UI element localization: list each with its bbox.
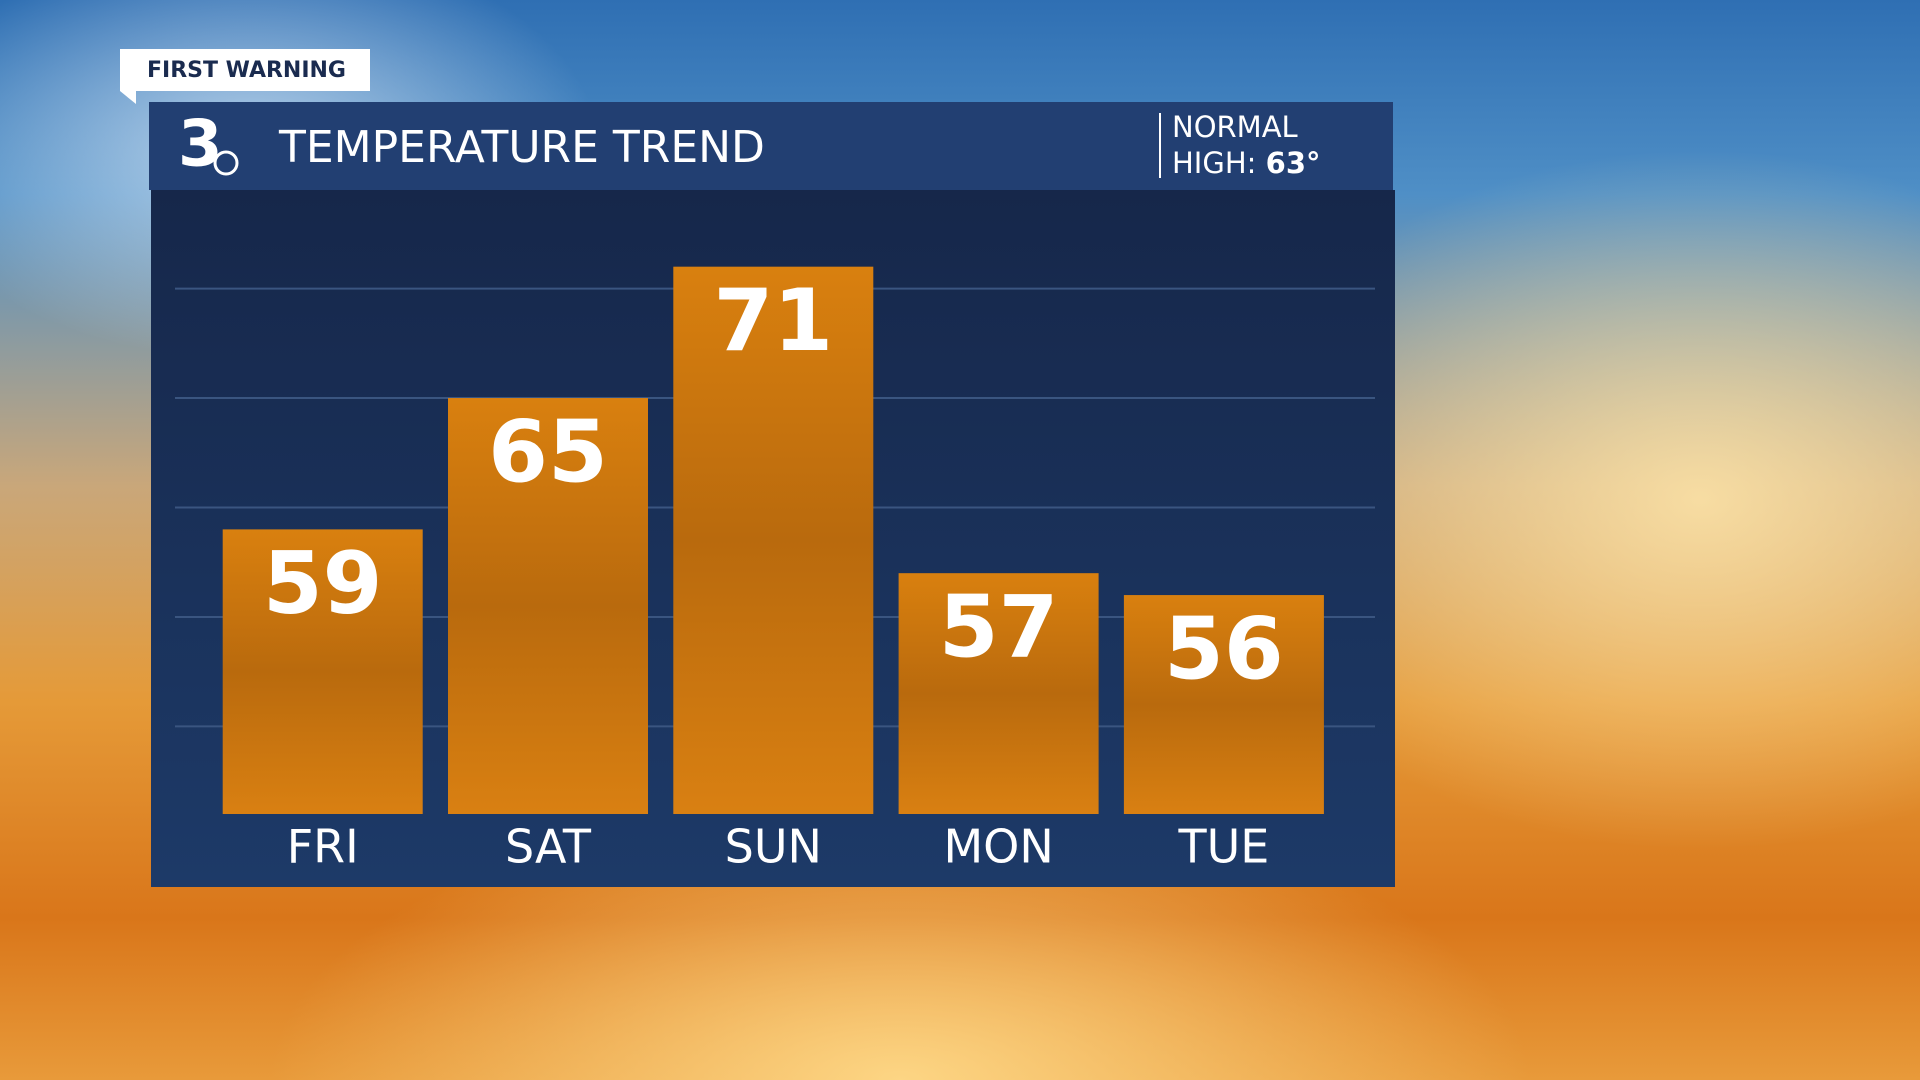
tag: FIRST WARNING bbox=[147, 58, 346, 83]
value-label: 57 bbox=[939, 578, 1059, 678]
value-label: 59 bbox=[263, 534, 383, 634]
value-label: 65 bbox=[488, 402, 608, 502]
bar bbox=[673, 266, 874, 814]
logo: 3 bbox=[178, 108, 223, 182]
x-tick-label: TUE bbox=[1177, 820, 1269, 874]
bar bbox=[222, 529, 423, 814]
value-label: 71 bbox=[713, 271, 833, 371]
logo-eye bbox=[213, 150, 239, 176]
bar bbox=[898, 573, 1099, 814]
normal-label: HIGH: 63° bbox=[1172, 146, 1321, 180]
x-tick-label: SAT bbox=[505, 820, 592, 874]
x-tick-label: MON bbox=[943, 820, 1053, 874]
x-tick-label: SUN bbox=[725, 820, 822, 874]
plot-area: 59 FRI 65 SAT 71 SUN 57 MON 56 TUE bbox=[175, 266, 1375, 874]
bar bbox=[1123, 595, 1324, 814]
normal-label: HIGH: bbox=[1172, 146, 1256, 180]
header-bar bbox=[149, 102, 1393, 190]
value-label: 56 bbox=[1164, 599, 1284, 699]
normal-label: NORMAL bbox=[1172, 110, 1298, 144]
normal-value: 63° bbox=[1266, 146, 1321, 180]
bar bbox=[448, 398, 648, 814]
chart-title: TEMPERATURE TREND bbox=[278, 122, 765, 173]
tag-box bbox=[120, 49, 370, 104]
x-tick-label: FRI bbox=[287, 820, 359, 874]
